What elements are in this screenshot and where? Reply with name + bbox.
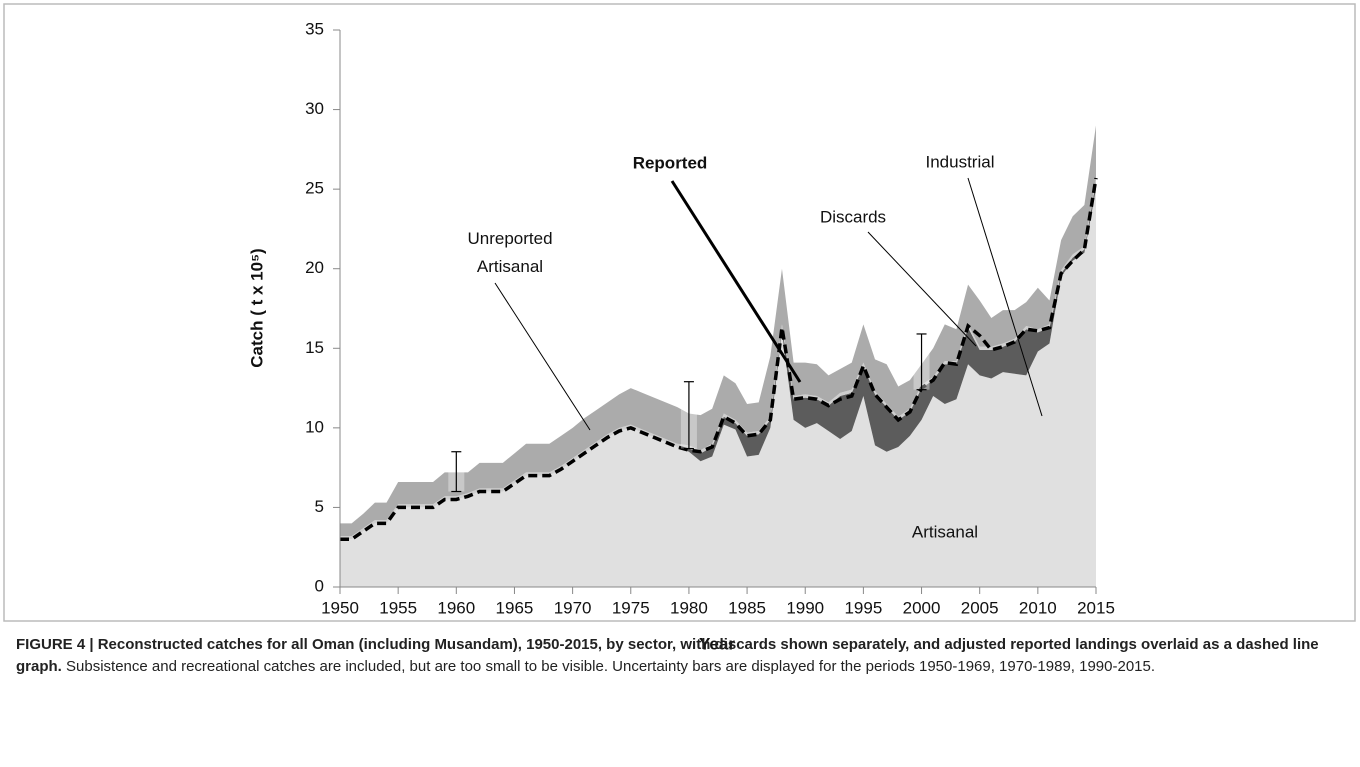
y-axis-title: Catch ( t x 10⁵)	[247, 248, 266, 367]
x-tick-label: 1970	[554, 598, 592, 617]
y-tick-label: 35	[305, 19, 324, 38]
y-tick-label: 25	[305, 179, 324, 198]
x-tick-label: 1975	[612, 598, 650, 617]
x-tick-label: 1965	[496, 598, 534, 617]
y-tick-label: 0	[315, 576, 324, 595]
y-tick-label: 10	[305, 417, 324, 436]
leader-line	[670, 180, 802, 383]
error-bar	[448, 451, 465, 493]
caption-bold: FIGURE 4 | Reconstructed catches for all…	[16, 636, 1319, 675]
error-bar	[680, 381, 697, 450]
x-tick-label: 1960	[437, 598, 475, 617]
area	[340, 125, 1096, 537]
x-tick-label: 1950	[321, 598, 359, 617]
x-axis-title: Year	[699, 634, 735, 653]
y-tick-label: 20	[305, 258, 324, 277]
x-tick-label: 1985	[728, 598, 766, 617]
x-tick-label: 1980	[670, 598, 708, 617]
leader-line	[494, 282, 591, 431]
x-tick-label: 1990	[786, 598, 824, 617]
y-tick-label: 30	[305, 99, 324, 118]
leader-line	[967, 177, 1043, 417]
reported-line	[340, 177, 1098, 542]
leader-line	[867, 231, 977, 347]
x-tick-label: 1955	[379, 598, 417, 617]
caption: FIGURE 4 | Reconstructed catches for all…	[16, 634, 1346, 678]
y-tick-label: 5	[315, 497, 324, 516]
x-tick-label: 2015	[1077, 598, 1115, 617]
x-tick-label: 2005	[961, 598, 999, 617]
area	[340, 189, 1096, 587]
error-bar	[913, 333, 930, 391]
x-tick-label: 2010	[1019, 598, 1057, 617]
caption-text: Subsistence and recreational catches are…	[66, 658, 1156, 675]
annotation: Reported	[633, 153, 708, 172]
annotation: Artisanal	[912, 522, 978, 541]
x-tick-label: 2000	[903, 598, 941, 617]
figure-frame	[3, 3, 1356, 622]
y-tick-label: 15	[305, 338, 324, 357]
annotation: Industrial	[926, 152, 995, 171]
x-tick-label: 1995	[844, 598, 882, 617]
annotation: Unreported Artisanal	[467, 229, 552, 276]
annotation: Discards	[820, 207, 886, 226]
